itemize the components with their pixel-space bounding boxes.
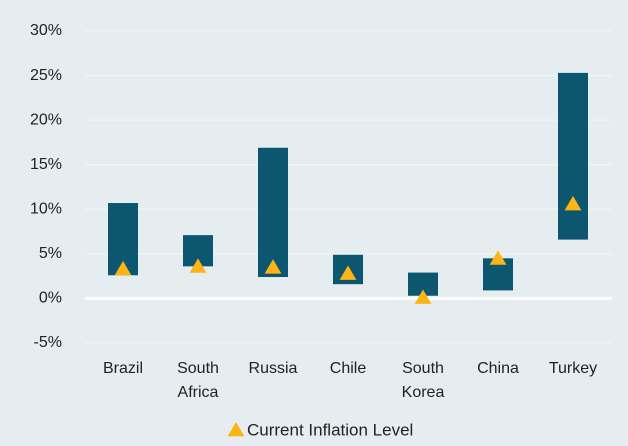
- marker: [339, 265, 357, 280]
- y-tick-label: 15%: [30, 156, 62, 173]
- range-bar: [408, 272, 438, 296]
- y-tick-label: -5%: [34, 334, 62, 351]
- x-tick-label: South Korea: [401, 360, 445, 401]
- marker: [414, 289, 432, 304]
- x-tick-label: Turkey: [548, 360, 598, 377]
- legend-label: Current Inflation Level: [247, 420, 413, 439]
- x-tick-label: Chile: [329, 360, 367, 377]
- marker: [189, 258, 207, 273]
- marker: [264, 259, 282, 274]
- x-tick-label: China: [477, 360, 519, 377]
- y-tick-label: 25%: [30, 67, 62, 84]
- x-tick-label: Brazil: [102, 360, 143, 377]
- range-bar: [558, 72, 588, 240]
- y-tick-label: 10%: [30, 201, 62, 218]
- y-tick-label: 20%: [30, 111, 62, 128]
- y-tick-label: 5%: [39, 245, 62, 262]
- y-tick-label: 0%: [39, 290, 62, 307]
- x-tick-label: Russia: [248, 360, 298, 377]
- marker: [564, 195, 582, 211]
- marker: [489, 250, 507, 265]
- y-tick-label: 30%: [30, 22, 62, 39]
- x-tick-label: South Africa: [177, 360, 219, 401]
- legend-marker: [227, 422, 245, 437]
- marker: [114, 261, 132, 276]
- range-bar: [258, 147, 288, 278]
